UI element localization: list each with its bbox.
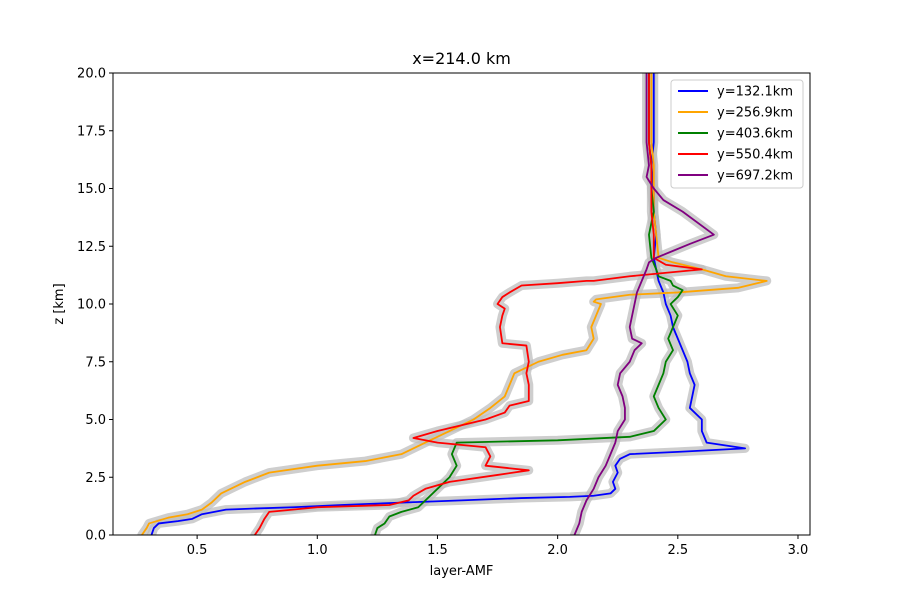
y-axis-title: z [km] — [52, 283, 67, 324]
y-tick-label: 5.0 — [85, 413, 106, 428]
series-line-5 — [573, 73, 715, 535]
legend: y=132.1km y=256.9km y=403.6km y=550.4km y=69… — [670, 79, 804, 189]
y-tick-label: 10.0 — [77, 298, 106, 313]
series-band-1 — [146, 73, 750, 535]
legend-label-5: y=697.2km — [717, 169, 793, 184]
legend-label-1: y=132.1km — [717, 85, 793, 100]
series-line-4 — [254, 73, 703, 535]
x-axis-ticks: 0.5 1.0 1.5 2.0 2.5 3.0 — [187, 535, 809, 558]
plot-area — [137, 73, 772, 535]
legend-label-3: y=403.6km — [717, 127, 793, 142]
y-tick-label: 7.5 — [85, 355, 106, 370]
x-tick-label: 1.0 — [307, 543, 328, 558]
series-lines — [141, 73, 768, 535]
y-tick-label: 0.0 — [85, 529, 106, 544]
chart-title: x=214.0 km — [412, 49, 511, 68]
legend-items: y=132.1km y=256.9km y=403.6km y=550.4km y=69… — [678, 85, 793, 184]
y-tick-label: 15.0 — [77, 182, 106, 197]
x-tick-label: 2.0 — [547, 543, 568, 558]
legend-label-4: y=550.4km — [717, 148, 793, 163]
y-tick-label: 20.0 — [77, 67, 106, 82]
x-tick-label: 3.0 — [788, 543, 809, 558]
series-line-2 — [141, 73, 768, 535]
y-axis-ticks: 0.0 2.5 5.0 7.5 10.0 12.5 15.0 17.5 20.0 — [77, 67, 113, 544]
y-tick-label: 12.5 — [77, 240, 106, 255]
y-tick-label: 17.5 — [77, 124, 106, 139]
legend-label-2: y=256.9km — [717, 106, 793, 121]
legend-box — [670, 79, 804, 189]
x-tick-label: 2.5 — [667, 543, 688, 558]
series-line-3 — [374, 73, 684, 535]
x-axis-title: layer-AMF — [430, 564, 494, 579]
x-tick-label: 1.5 — [427, 543, 448, 558]
y-tick-label: 2.5 — [85, 471, 106, 486]
x-tick-label: 0.5 — [187, 543, 208, 558]
